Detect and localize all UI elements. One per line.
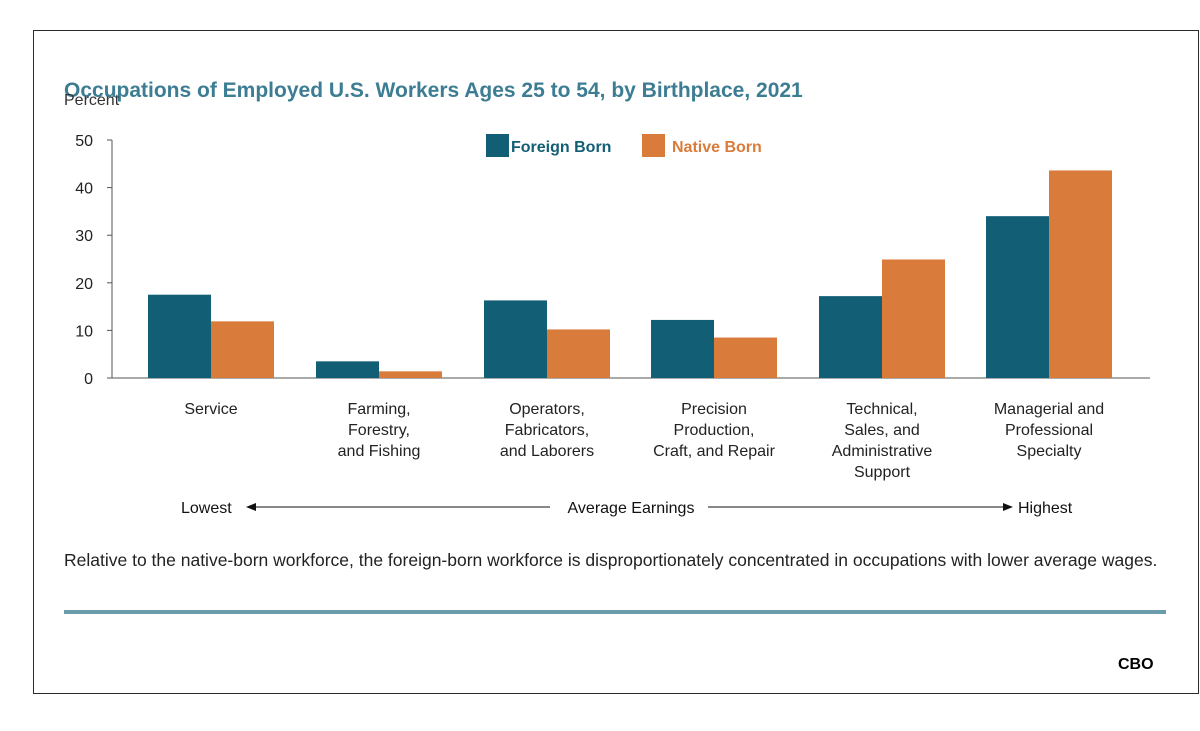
category-label: Precision — [681, 401, 747, 418]
native-born-bar — [211, 321, 274, 378]
footer-rule — [64, 610, 1166, 614]
category-label: Professional — [1005, 422, 1093, 439]
legend-swatch-foreign-born — [486, 134, 509, 157]
y-tick-label: 30 — [75, 228, 93, 245]
category-label: Farming, — [347, 401, 410, 418]
foreign-born-bar — [651, 319, 714, 378]
category-label: and Fishing — [338, 443, 421, 460]
legend-swatch-native-born — [642, 134, 665, 157]
earnings-average-label: Average Earnings — [568, 500, 695, 517]
category-label: Service — [184, 401, 237, 418]
foreign-born-bar — [484, 300, 547, 378]
arrow-left-icon — [246, 503, 256, 511]
category-label: and Laborers — [500, 443, 594, 460]
category-label: Sales, and — [844, 422, 920, 439]
y-tick-label: 10 — [75, 323, 93, 340]
foreign-born-bar — [316, 361, 379, 378]
cbo-logo: CBO — [1118, 656, 1154, 673]
foreign-born-bar — [986, 216, 1049, 378]
category-label: Production, — [674, 422, 755, 439]
native-born-bar — [547, 329, 610, 378]
legend-label-native-born: Native Born — [672, 139, 762, 156]
y-tick-label: 0 — [84, 371, 93, 388]
category-label: Fabricators, — [505, 422, 589, 439]
category-label: Administrative — [832, 443, 933, 460]
native-born-bar — [379, 371, 442, 378]
chart-axes: 0 10 20 30 40 50 — [75, 133, 1150, 388]
category-label: Forestry, — [348, 422, 410, 439]
native-born-bar — [714, 337, 777, 378]
foreign-born-bar — [148, 294, 211, 378]
native-born-bar — [882, 259, 945, 378]
earnings-highest-label: Highest — [1018, 500, 1073, 517]
y-tick-label: 50 — [75, 133, 93, 150]
category-label: Craft, and Repair — [653, 443, 776, 460]
foreign-born-bar — [819, 296, 882, 378]
chart-legend: Foreign Born Native Born — [486, 134, 762, 157]
arrow-right-icon — [1003, 503, 1013, 511]
y-tick-label: 40 — [75, 181, 93, 198]
chart-bars — [148, 170, 1112, 378]
earnings-axis: Lowest Average Earnings Highest — [181, 500, 1073, 517]
chart-caption: Relative to the native-born workforce, t… — [64, 550, 1158, 570]
y-tick-label: 20 — [75, 276, 93, 293]
category-label: Managerial and — [994, 401, 1104, 418]
native-born-bar — [1049, 170, 1112, 378]
chart-title: Occupations of Employed U.S. Workers Age… — [64, 79, 803, 102]
category-label: Operators, — [509, 401, 585, 418]
earnings-lowest-label: Lowest — [181, 500, 232, 517]
category-label: Technical, — [846, 401, 917, 418]
category-label: Specialty — [1017, 443, 1082, 460]
category-label: Support — [854, 464, 911, 481]
category-labels: Service Farming, Forestry, and Fishing Opera… — [184, 401, 1104, 481]
y-axis-unit-label: Percent — [64, 92, 120, 109]
legend-label-foreign-born: Foreign Born — [511, 139, 611, 156]
